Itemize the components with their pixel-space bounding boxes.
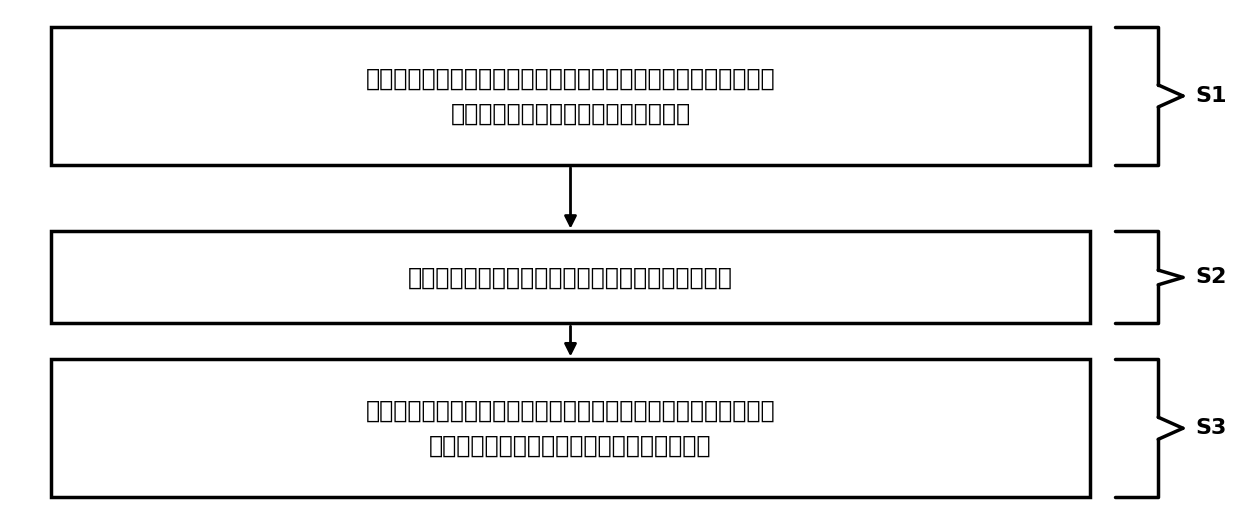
FancyBboxPatch shape <box>51 359 1090 497</box>
Text: S1: S1 <box>1195 86 1226 106</box>
Text: 获取压电陶瓷执行器在输入电压下产生的输出位移，并根据所述输
出位移和所述输入电压建立迟滞模型；: 获取压电陶瓷执行器在输入电压下产生的输出位移，并根据所述输 出位移和所述输入电压… <box>366 66 775 125</box>
Text: S3: S3 <box>1195 418 1226 438</box>
FancyBboxPatch shape <box>51 231 1090 323</box>
FancyBboxPatch shape <box>51 27 1090 165</box>
Text: 根据所述目标迟滞模型设计分数阶滑模控制器，并采用所述分数阶
滑模控制器对所述压电陶瓷执行器进行控制。: 根据所述目标迟滞模型设计分数阶滑模控制器，并采用所述分数阶 滑模控制器对所述压电… <box>366 398 775 458</box>
Text: 对所述迟滞模型进行参数辨识，得到目标迟滞模型；: 对所述迟滞模型进行参数辨识，得到目标迟滞模型； <box>408 265 733 289</box>
Text: S2: S2 <box>1195 267 1226 287</box>
